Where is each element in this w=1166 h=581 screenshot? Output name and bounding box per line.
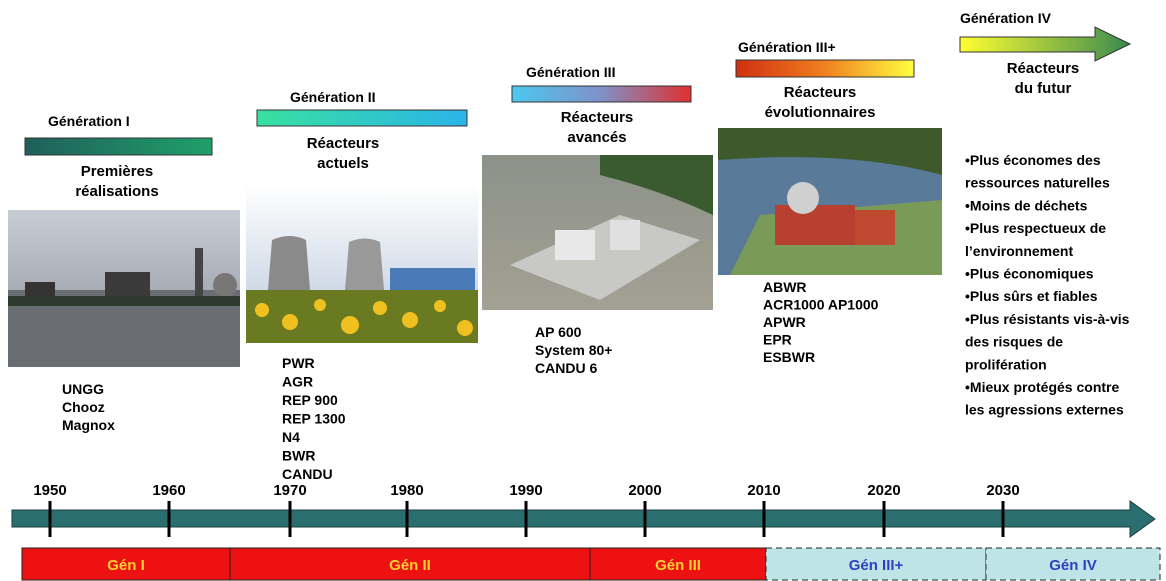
reactor-name: Chooz <box>62 399 105 415</box>
generation-description: Premières <box>81 163 154 180</box>
advantage-line: •Plus sûrs et fiables <box>965 288 1098 304</box>
reactor-name: REP 1300 <box>282 411 346 427</box>
advantage-line: •Plus économes des <box>965 152 1101 168</box>
generation-bar <box>257 110 467 126</box>
phase-label: Gén I <box>107 557 145 574</box>
gen4-arrow <box>960 27 1130 61</box>
generation-description: Réacteurs <box>784 84 857 101</box>
year-label: 1950 <box>33 482 66 499</box>
reactor-name: BWR <box>282 448 315 464</box>
advantage-line: l’environnement <box>965 243 1073 259</box>
advantage-line: •Plus résistants vis-à-vis <box>965 311 1130 327</box>
advantage-line: ressources naturelles <box>965 175 1110 191</box>
phase-label: Gén III+ <box>849 557 904 574</box>
generation-title: Génération IV <box>960 10 1052 26</box>
generation-description: réalisations <box>75 183 158 200</box>
reactor-name: Magnox <box>62 417 115 433</box>
reactor-name: System 80+ <box>535 342 612 358</box>
year-label: 1980 <box>390 482 423 499</box>
generation-title: Génération I <box>48 113 130 129</box>
generation-bar <box>25 138 212 155</box>
generation-description: Réacteurs <box>561 109 634 126</box>
reactor-name: ABWR <box>763 279 807 295</box>
advantage-line: •Plus économiques <box>965 266 1094 282</box>
generation-description: du futur <box>1015 80 1072 97</box>
advantage-line: •Moins de déchets <box>965 197 1088 213</box>
advantage-line: les agressions externes <box>965 402 1124 418</box>
generation-description: Réacteurs <box>307 135 380 152</box>
photo-gen3 <box>482 155 713 310</box>
advantage-line: •Mieux protégés contre <box>965 379 1119 395</box>
year-label: 1970 <box>273 482 306 499</box>
reactor-name: ESBWR <box>763 349 815 365</box>
year-label: 1990 <box>509 482 542 499</box>
generation-bar <box>736 60 914 77</box>
reactor-name: PWR <box>282 355 315 371</box>
phase-label: Gén II <box>389 557 431 574</box>
timeline-diagram: Génération I Premières réalisations UNGG Cho… <box>0 0 1166 581</box>
generation-title: Génération III <box>526 64 615 80</box>
generation-description: avancés <box>567 129 626 146</box>
reactor-name: CANDU 6 <box>535 360 597 376</box>
reactor-name: N4 <box>282 429 300 445</box>
reactor-name: AP 600 <box>535 324 582 340</box>
year-label: 2010 <box>747 482 780 499</box>
generation-bar <box>512 86 691 102</box>
year-label: 2020 <box>867 482 900 499</box>
phase-label: Gén III <box>655 557 701 574</box>
reactor-name: APWR <box>763 314 806 330</box>
generation-title: Génération III+ <box>738 39 836 55</box>
year-label: 2000 <box>628 482 661 499</box>
phases: Gén I Gén II Gén III Gén III+ Gén IV <box>22 548 1160 580</box>
advantage-line: •Plus respectueux de <box>965 220 1106 236</box>
reactor-name: ACR1000 AP1000 <box>763 297 879 313</box>
reactor-name: CANDU <box>282 466 333 482</box>
reactor-name: AGR <box>282 374 313 390</box>
photo-gen2 <box>246 186 478 343</box>
generation-description: évolutionnaires <box>765 104 876 121</box>
photo-gen1 <box>8 210 240 367</box>
generation-description: actuels <box>317 155 369 172</box>
generation-description: Réacteurs <box>1007 60 1080 77</box>
year-label: 2030 <box>986 482 1019 499</box>
reactor-name: UNGG <box>62 381 104 397</box>
reactor-name: REP 900 <box>282 392 338 408</box>
generation-title: Génération II <box>290 89 376 105</box>
phase-label: Gén IV <box>1049 557 1097 574</box>
photo-gen3plus <box>718 128 942 275</box>
timeline-arrow <box>12 501 1155 537</box>
reactor-name: EPR <box>763 332 792 348</box>
advantage-line: prolifération <box>965 356 1047 372</box>
advantage-line: des risques de <box>965 334 1063 350</box>
year-label: 1960 <box>152 482 185 499</box>
